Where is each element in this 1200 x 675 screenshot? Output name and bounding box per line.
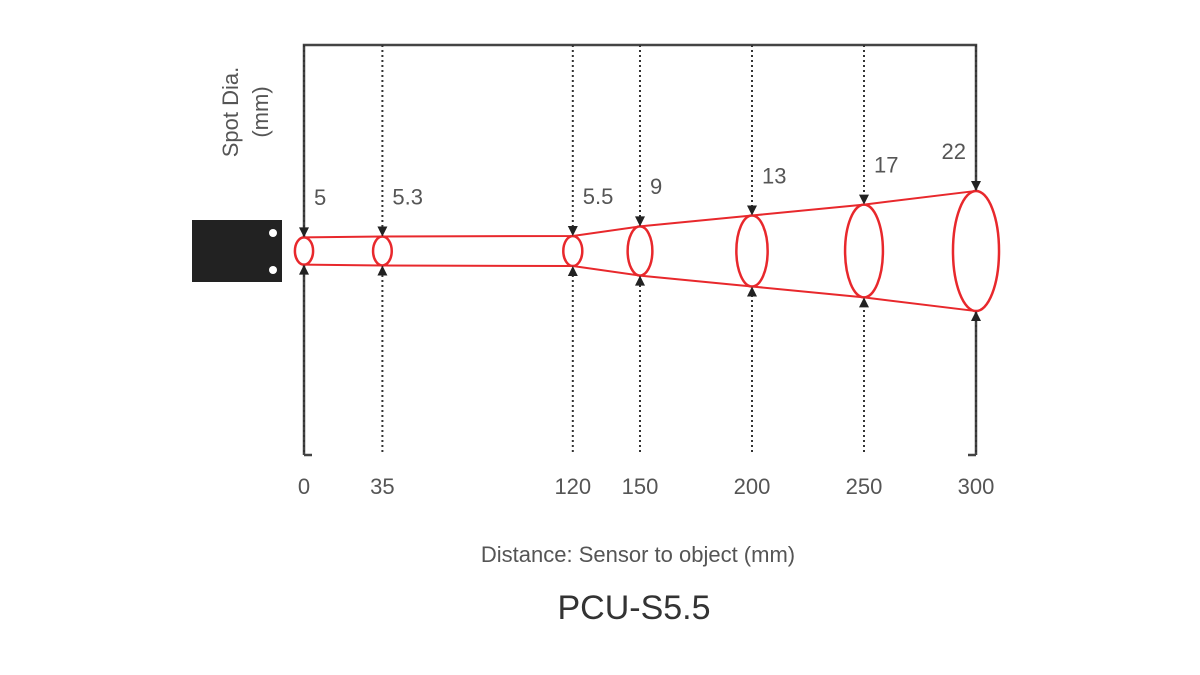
- x-tick-label: 200: [734, 474, 771, 499]
- arrow: [299, 264, 309, 275]
- arrow: [377, 265, 388, 276]
- value-label: 5: [314, 185, 326, 210]
- x-label: Distance: Sensor to object (mm): [481, 542, 795, 567]
- y-label: Spot Dia.: [218, 67, 243, 158]
- spot: [735, 214, 769, 288]
- arrow: [971, 311, 981, 322]
- arrow: [377, 226, 388, 237]
- spot: [562, 234, 584, 268]
- arrow: [859, 194, 869, 205]
- x-tick-label: 250: [846, 474, 883, 499]
- x-tick-label: 120: [554, 474, 591, 499]
- value-label: 13: [762, 163, 786, 188]
- value-label: 9: [650, 174, 662, 199]
- spot: [293, 236, 315, 266]
- arrow: [747, 286, 757, 297]
- y-label: (mm): [248, 86, 273, 137]
- chart-title: PCU-S5.5: [557, 589, 710, 627]
- value-label: 22: [942, 139, 966, 164]
- arrow: [747, 205, 757, 216]
- arrow: [635, 216, 645, 227]
- value-label: 17: [874, 152, 898, 177]
- arrow: [299, 227, 309, 238]
- sensor: [192, 220, 282, 282]
- x-tick-label: 300: [958, 474, 995, 499]
- x-tick-label: 150: [622, 474, 659, 499]
- arrow: [635, 275, 645, 286]
- x-tick-label: 0: [298, 474, 310, 499]
- value-label: 5.5: [583, 184, 614, 209]
- spot: [951, 189, 1001, 313]
- x-tick-label: 35: [370, 474, 394, 499]
- spot: [626, 225, 654, 277]
- value-label: 5.3: [392, 184, 423, 209]
- arrow: [859, 297, 869, 308]
- arrow: [567, 225, 578, 236]
- arrow: [567, 266, 578, 277]
- spot: [843, 203, 885, 299]
- arrow: [971, 180, 981, 191]
- spot: [371, 235, 393, 267]
